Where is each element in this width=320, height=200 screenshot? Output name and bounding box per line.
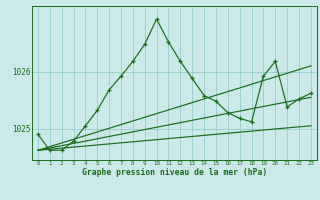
X-axis label: Graphe pression niveau de la mer (hPa): Graphe pression niveau de la mer (hPa) <box>82 168 267 177</box>
